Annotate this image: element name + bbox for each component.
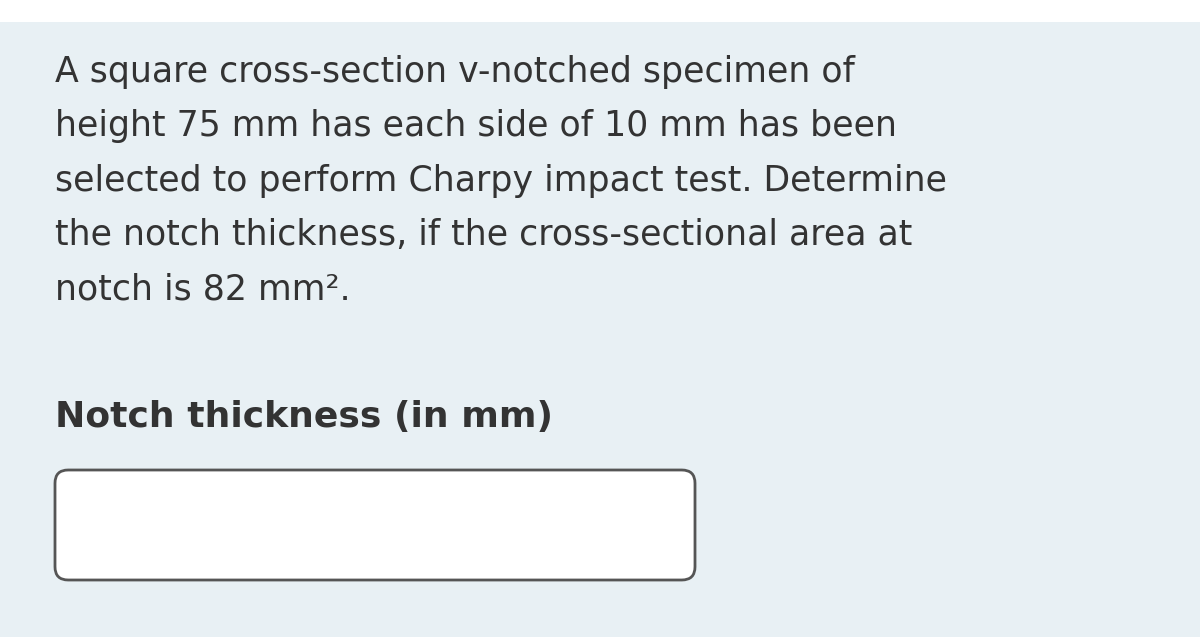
- Text: Notch thickness (in mm): Notch thickness (in mm): [55, 400, 553, 434]
- FancyBboxPatch shape: [55, 470, 695, 580]
- Text: A square cross-section v-notched specimen of
height 75 mm has each side of 10 mm: A square cross-section v-notched specime…: [55, 55, 947, 306]
- FancyBboxPatch shape: [0, 0, 1200, 22]
